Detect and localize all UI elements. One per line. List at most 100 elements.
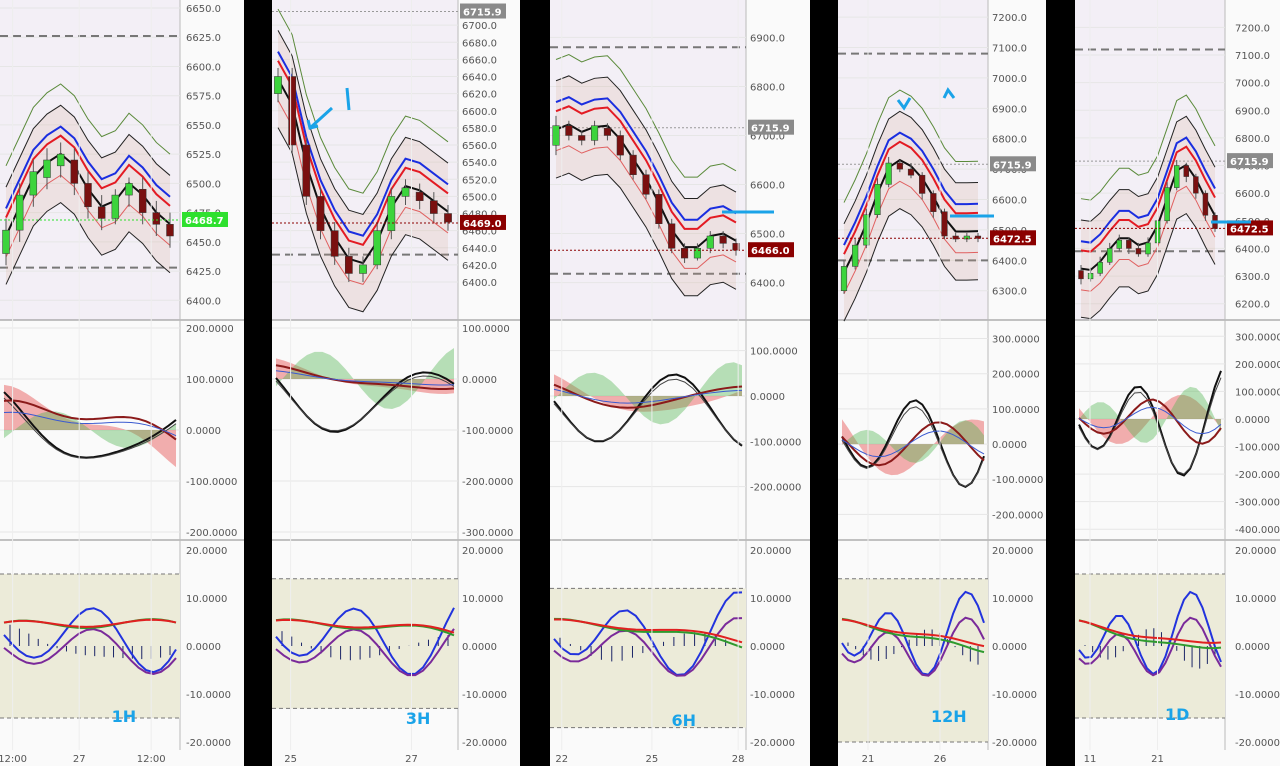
ind2-tick-label: -20.0000 — [750, 738, 795, 749]
timeframe-label: 6H — [672, 711, 697, 730]
price-tick-label: 6620.0 — [462, 90, 497, 101]
upper-band-line — [1080, 115, 1216, 222]
ref-price-badge — [1227, 153, 1273, 169]
fast-ma-line — [5, 134, 171, 218]
candle-body — [138, 188, 147, 213]
x-tick-label: 27 — [405, 754, 418, 765]
timeframe-label: 1D — [1165, 705, 1189, 724]
candle-body — [302, 144, 311, 197]
ind1-tick-label: 200.0000 — [186, 324, 234, 335]
ind2-purple-line — [3, 628, 177, 675]
ind1-area-green — [1079, 386, 1221, 443]
last-price-badge — [460, 214, 506, 230]
candle-body — [288, 76, 297, 146]
ind1-darkred-line — [841, 421, 985, 467]
candle-body — [1116, 239, 1122, 249]
slow-ma-line — [843, 131, 979, 246]
chart-svg-6h: 6900.0 6800.0 6700.0 6600.0 6500.0 6400.0 6715… — [550, 0, 810, 765]
chart-svg-3h: 6700.0 6680.0 6660.0 6640.0 6620.0 6600.0 6580… — [272, 0, 520, 765]
ind1-signal-line — [275, 375, 455, 432]
candle-body — [852, 244, 859, 267]
price-tick-label: 6560.0 — [462, 141, 497, 152]
ind1-tick-label: 100.0000 — [186, 375, 234, 386]
price-tick-label: 6500.0 — [186, 179, 221, 190]
ind1-area-green — [276, 347, 454, 410]
price-tick-label: 6625.0 — [186, 33, 221, 44]
ind1-tick-label: 0.0000 — [186, 426, 221, 437]
candle-body — [896, 162, 903, 170]
ind1-black-line — [3, 391, 177, 459]
price-tick-label: 6575.0 — [186, 92, 221, 103]
ind1-tick-label: -300.0000 — [1235, 498, 1280, 509]
chart-svg-12h: 7200.07100.07000.06900.06800.06700.06600… — [838, 0, 1046, 765]
red-thin-line — [555, 145, 737, 269]
upper-band-line — [843, 110, 979, 225]
ind2-blue-line — [3, 607, 177, 674]
chart-panel-12h: 7200.07100.07000.06900.06800.06700.06600… — [838, 0, 1046, 766]
candle-body — [907, 168, 915, 176]
candle-body — [1193, 176, 1199, 194]
candle-body — [1107, 248, 1113, 263]
candle-body — [719, 235, 727, 244]
ind1-tick-label: 0.0000 — [992, 440, 1027, 451]
lower-band-line — [5, 201, 171, 285]
x-tick-label: 22 — [555, 754, 568, 765]
price-tick-label: 6440.0 — [462, 244, 497, 255]
candle-body — [415, 191, 424, 201]
ind1-area-red — [554, 374, 742, 412]
ind1-area-red — [1079, 394, 1221, 444]
price-tick-label: 6400.0 — [462, 278, 497, 289]
price-tick-label: 6520.0 — [462, 175, 497, 186]
candle-body — [1164, 187, 1170, 222]
ind2-tick-label: -10.0000 — [1235, 690, 1280, 701]
x-tick-label: 21 — [1151, 754, 1164, 765]
price-tick-label: 6200.0 — [1235, 300, 1270, 311]
price-tick-label: 6900.0 — [1235, 106, 1270, 117]
candle-body — [930, 193, 937, 212]
chart-panel-1h: 6650.0 6625.0 6600.0 6575.0 6550.0 6525.0 6500… — [0, 0, 244, 766]
annotation-mark — [306, 119, 319, 130]
ind1-tick-label: -100.0000 — [992, 475, 1043, 486]
price-tick-label: 6450.0 — [186, 238, 221, 249]
price-tick-label: 6650.0 — [186, 4, 221, 15]
ind2-green-line — [1078, 619, 1222, 650]
price-tick-label: 6550.0 — [186, 121, 221, 132]
price-tick-label: 7100.0 — [1235, 51, 1270, 62]
candle-body — [15, 194, 24, 231]
price-tick-label: 6400.0 — [1235, 244, 1270, 255]
ind2-tick-label: 20.0000 — [186, 546, 227, 557]
ind2-tick-label: 10.0000 — [992, 594, 1033, 605]
ind1-blue-line — [1078, 406, 1222, 435]
x-tick-label: 11 — [1084, 754, 1097, 765]
ind2-blue-line — [553, 591, 743, 676]
price-tick-label: 6900.0 — [750, 33, 785, 44]
candle-body — [444, 213, 452, 223]
ind1-tick-label: -100.0000 — [186, 477, 237, 488]
slow-ma-line — [1080, 136, 1216, 244]
ind1-blue-line — [275, 370, 455, 386]
candle-body — [919, 174, 926, 194]
ind1-blue-line — [553, 388, 743, 404]
ind1-tick-label: 0.0000 — [462, 375, 497, 386]
chart-panel-1d: 7200.07100.07000.06900.06800.06700.06600… — [1075, 0, 1280, 766]
slow-ma-line — [5, 125, 171, 209]
ref-price-label: 6715.9 — [1230, 157, 1269, 168]
candle-body — [359, 264, 367, 274]
ind2-tick-label: -10.0000 — [462, 690, 507, 701]
timeframe-label: 12H — [931, 707, 967, 726]
last-price-badge — [1227, 220, 1273, 236]
ind1-tick-label: -100.0000 — [750, 437, 801, 448]
candle-body — [373, 230, 382, 266]
candle-body — [1087, 273, 1094, 280]
ind1-tick-label: 200.0000 — [1235, 360, 1280, 371]
ind2-tick-label: -20.0000 — [186, 738, 231, 749]
ind2-tick-label: 0.0000 — [992, 642, 1027, 653]
ind2-band-fill — [550, 588, 746, 728]
candle-body — [591, 125, 599, 141]
price-tick-label: 6460.0 — [462, 227, 497, 238]
x-tick-label: 25 — [284, 754, 297, 765]
ind1-tick-label: 100.0000 — [992, 405, 1040, 416]
price-panel-bg — [550, 0, 746, 320]
ind1-area-red — [276, 358, 454, 394]
candle-body — [840, 266, 848, 291]
